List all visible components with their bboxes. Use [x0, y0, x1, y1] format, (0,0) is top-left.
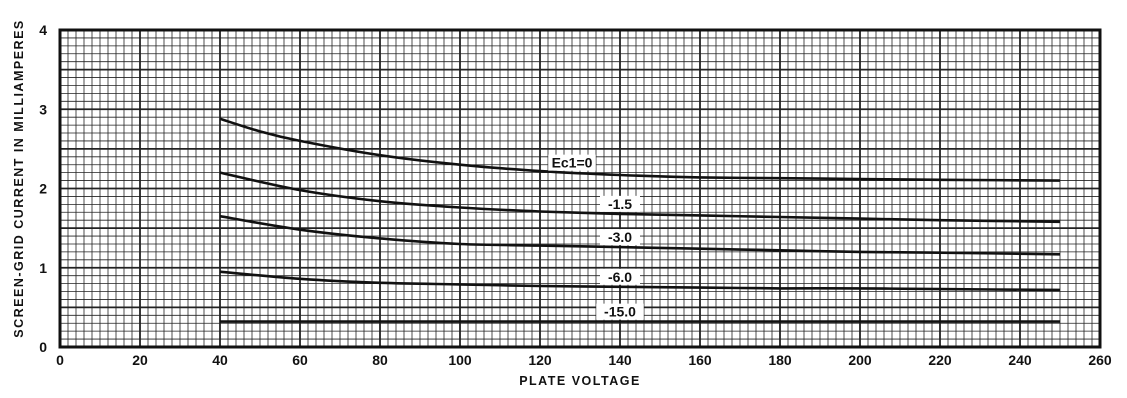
curve-label-text: Ec1=0 [552, 155, 593, 171]
series-group [219, 117, 1061, 323]
series-line-0 [219, 117, 1061, 182]
grid [60, 30, 1100, 347]
x-tick-label: 140 [608, 352, 632, 368]
curve-label-1: -1.5 [600, 195, 640, 212]
y-tick-label: 2 [39, 181, 47, 197]
y-axis-title: SCREEN-GRID CURRENT IN MILLIAMPERES [12, 19, 26, 337]
curve-label-2: -3.0 [600, 229, 640, 246]
curve-label-text: -1.5 [608, 196, 632, 212]
curve-label-background [600, 195, 640, 212]
y-tick-label: 1 [39, 260, 47, 276]
x-tick-label: 0 [56, 352, 64, 368]
curve-labels: Ec1=0 -1.5 -3.0 -6.0 -15.0 [548, 154, 644, 320]
x-tick-label: 220 [928, 352, 952, 368]
series-line-1 [219, 171, 1061, 224]
x-tick-label: 160 [688, 352, 712, 368]
x-tick-label: 240 [1008, 352, 1032, 368]
curve-label-text: -15.0 [604, 304, 636, 320]
y-tick-label: 3 [39, 101, 47, 117]
curve-label-background [600, 268, 640, 285]
curve-label-background [596, 303, 644, 320]
x-axis-title: PLATE VOLTAGE [519, 374, 641, 388]
curve-label-background [600, 229, 640, 246]
x-tick-label: 20 [132, 352, 148, 368]
curve-label-background [548, 154, 596, 171]
curve-label-text: -6.0 [608, 269, 632, 285]
series-line-2 [219, 214, 1061, 256]
curve-label-4: -15.0 [596, 303, 644, 320]
curve-label-0: Ec1=0 [548, 154, 596, 171]
curve-label-3: -6.0 [600, 268, 640, 285]
x-tick-label: 120 [528, 352, 552, 368]
x-tick-label: 60 [292, 352, 308, 368]
x-tick-label: 260 [1088, 352, 1112, 368]
curve-label-text: -3.0 [608, 229, 632, 245]
x-tick-label: 80 [372, 352, 388, 368]
x-tick-label: 180 [768, 352, 792, 368]
y-tick-label: 4 [39, 22, 47, 38]
plot-frame [58, 28, 1102, 349]
series-line-3 [219, 270, 1061, 292]
axes: 0 20 40 60 80 100 120 140 160 180 200 220 240 260 0 1 2 3… [39, 22, 1112, 368]
x-tick-label: 40 [212, 352, 228, 368]
x-tick-label: 100 [448, 352, 472, 368]
y-tick-label: 0 [39, 339, 47, 355]
x-tick-label: 200 [848, 352, 872, 368]
